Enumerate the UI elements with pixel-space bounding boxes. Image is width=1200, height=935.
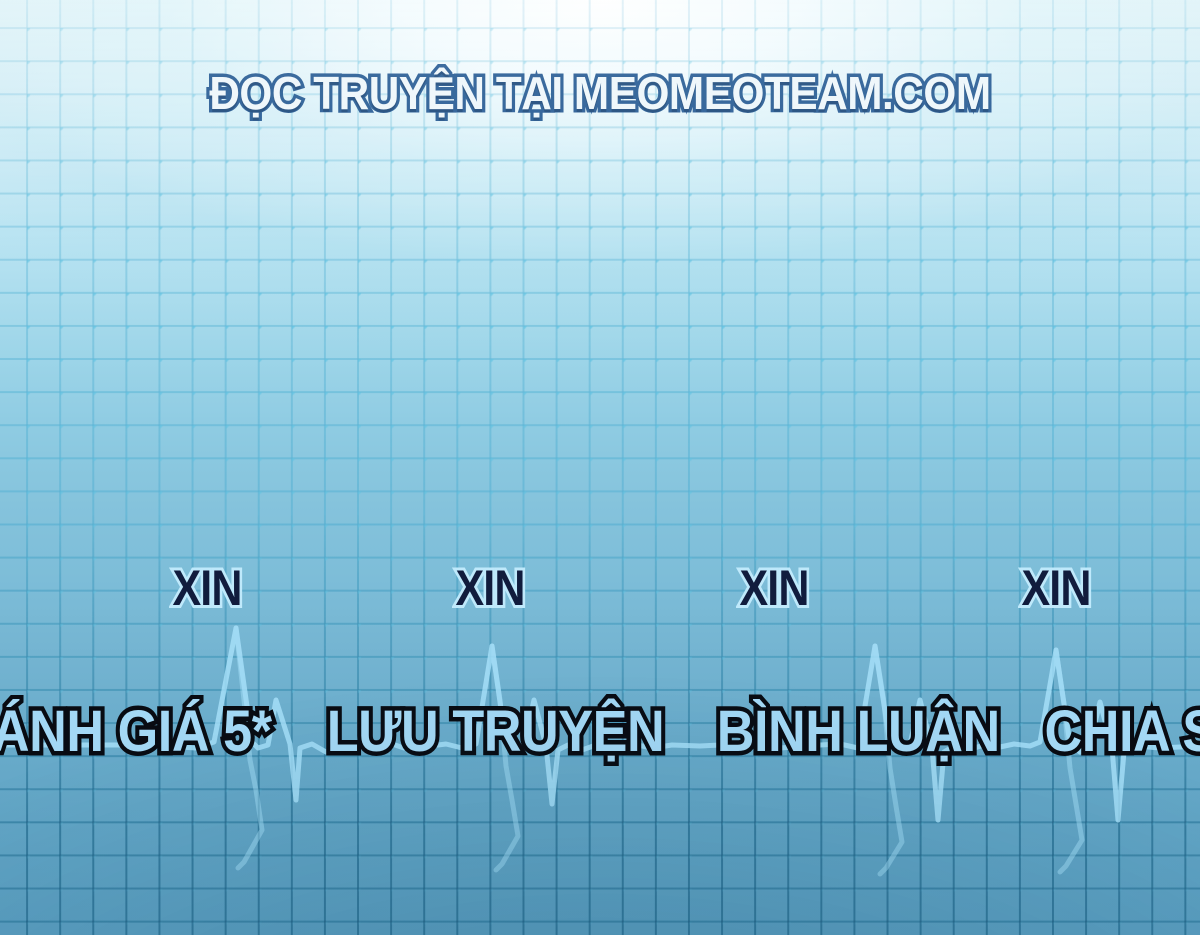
xin-label-4: XIN	[1019, 557, 1094, 619]
cta-row: ĐÁNH GIÁ 5* LƯU TRUYỆN BÌNH LUẬN CHIA SẺ	[0, 695, 1200, 769]
cta-comment[interactable]: BÌNH LUẬN	[712, 695, 1004, 769]
watermark-text: ĐỌC TRUYỆN TẠI MEOMEOTEAM.COM	[206, 64, 994, 123]
xin-label-row: XIN XIN XIN XIN	[0, 557, 1200, 621]
cta-save-story[interactable]: LƯU TRUYỆN	[322, 695, 668, 769]
xin-label-3: XIN	[737, 557, 812, 619]
cta-rate-5-stars[interactable]: ĐÁNH GIÁ 5*	[0, 695, 276, 769]
xin-label-2: XIN	[453, 557, 528, 619]
watermark-header: ĐỌC TRUYỆN TẠI MEOMEOTEAM.COM	[48, 64, 1152, 123]
cta-share[interactable]: CHIA SẺ	[1040, 695, 1200, 769]
xin-label-1: XIN	[170, 557, 245, 619]
